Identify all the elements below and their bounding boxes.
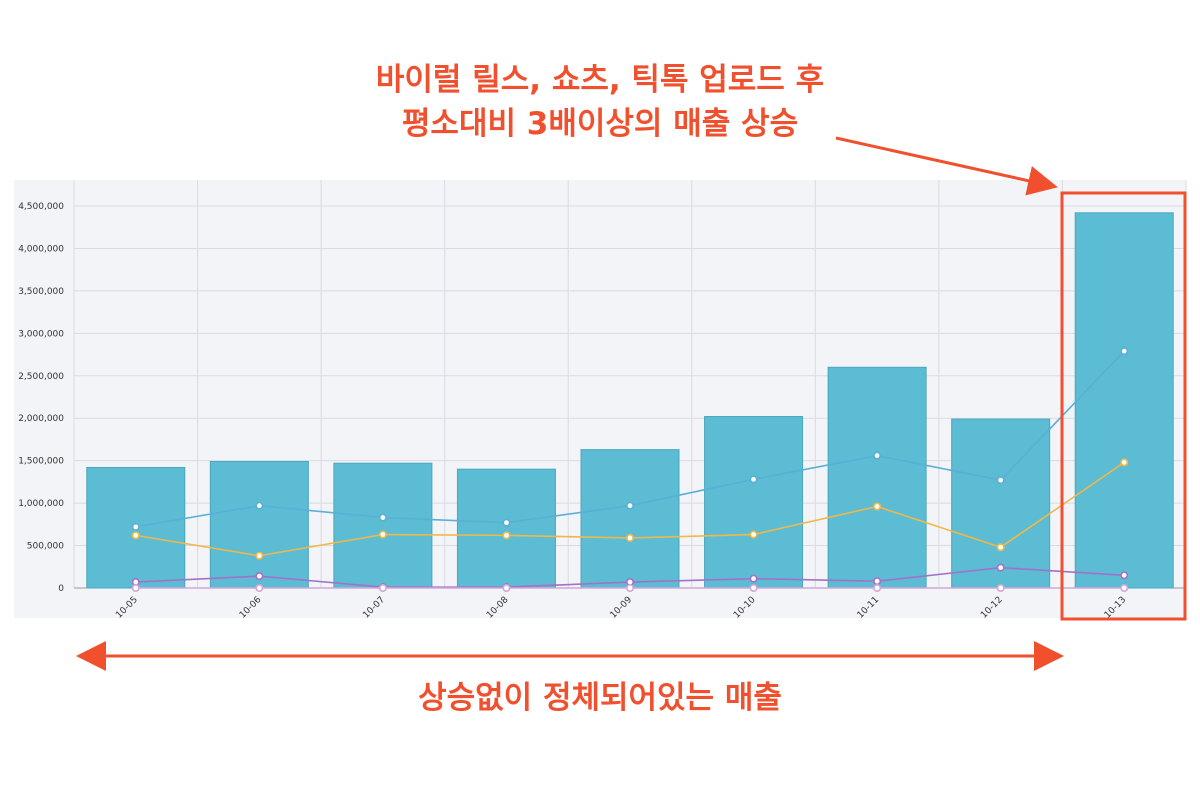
series-3-point xyxy=(255,572,264,581)
series-4-point xyxy=(996,583,1005,592)
y-tick-label: 2,500,000 xyxy=(18,372,64,382)
bar-10-07 xyxy=(333,462,433,589)
series-4-point xyxy=(873,583,882,592)
line-series xyxy=(131,347,1129,592)
series-2-point xyxy=(502,531,511,540)
series-1-point xyxy=(625,501,634,510)
bar-10-10 xyxy=(704,416,804,589)
bar-10-08 xyxy=(456,468,556,589)
y-tick-label: 4,500,000 xyxy=(18,202,64,212)
series-4-point xyxy=(378,583,387,592)
bar-10-11 xyxy=(827,366,927,589)
bar-10-13 xyxy=(1074,212,1174,589)
y-tick-label: 1,000,000 xyxy=(18,499,64,509)
series-2-point xyxy=(749,530,758,539)
y-tick-label: 500,000 xyxy=(27,542,64,552)
series-1-point xyxy=(131,522,140,531)
series-4-point xyxy=(255,583,264,592)
bottom-caption: 상승없이 정체되어있는 매출 xyxy=(418,680,782,716)
series-1-point xyxy=(378,513,387,522)
bar-10-09 xyxy=(580,449,680,589)
series-2-point xyxy=(625,533,634,542)
series-2-point xyxy=(996,543,1005,552)
series-4-point xyxy=(502,583,511,592)
y-axis-ticks: 0 500,000 1,000,000 1,500,000 2,000,000 2,500… xyxy=(18,202,64,594)
series-2-point xyxy=(255,551,264,560)
y-tick-label: 2,000,000 xyxy=(18,414,64,424)
series-3-point xyxy=(996,563,1005,572)
series-1-point xyxy=(996,476,1005,485)
series-3-point xyxy=(1120,571,1129,580)
series-3-point xyxy=(873,577,882,586)
headline-line-1: 바이럴 릴스, 쇼츠, 틱톡 업로드 후 xyxy=(375,62,825,98)
y-tick-label: 3,500,000 xyxy=(18,287,64,297)
series-4-point xyxy=(625,583,634,592)
bars xyxy=(86,212,1174,589)
series-1-point xyxy=(1120,347,1129,356)
y-tick-label: 1,500,000 xyxy=(18,457,64,467)
y-tick-label: 4,000,000 xyxy=(18,244,64,254)
series-1-point xyxy=(502,518,511,527)
series-4-point xyxy=(749,583,758,592)
series-1-point xyxy=(873,451,882,460)
y-tick-label: 3,000,000 xyxy=(18,329,64,339)
series-4-point xyxy=(1120,583,1129,592)
series-2-point xyxy=(873,502,882,511)
pointer-arrow xyxy=(835,136,1058,196)
highlight-box xyxy=(1060,191,1187,621)
series-1-point xyxy=(749,475,758,484)
series-3-point xyxy=(749,574,758,583)
headline-line-2: 평소대비 3배이상의 매출 상승 xyxy=(401,106,799,142)
bar-10-06 xyxy=(209,461,309,589)
series-2-point xyxy=(1120,458,1129,467)
series-2-point xyxy=(378,530,387,539)
series-2-point xyxy=(131,531,140,540)
series-4-point xyxy=(131,583,140,592)
series-1-point xyxy=(255,501,264,510)
y-tick-label: 0 xyxy=(58,584,64,594)
